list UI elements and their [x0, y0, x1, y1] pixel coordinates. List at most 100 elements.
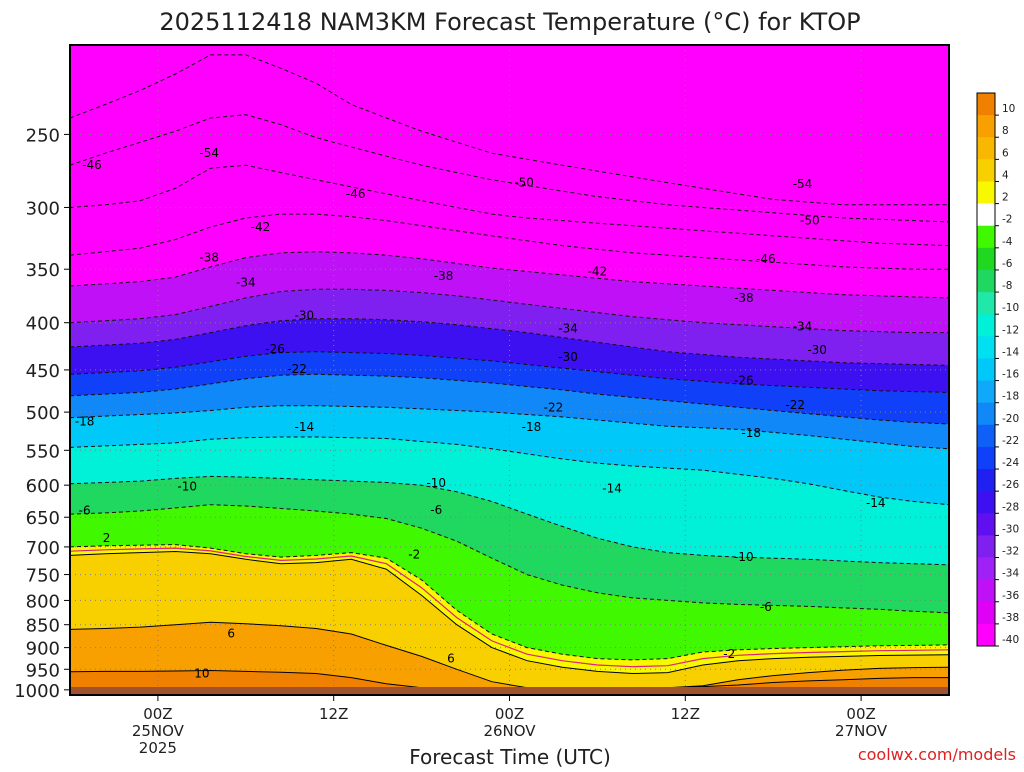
colorbar-swatch — [977, 446, 995, 470]
colorbar-swatch — [977, 557, 995, 581]
band--26-to--22 — [70, 351, 949, 424]
contour-label: -54 — [199, 146, 219, 160]
contour-label: -34 — [558, 322, 578, 336]
band--18-to--14 — [70, 405, 949, 505]
colorbar-swatch — [977, 181, 995, 205]
colorbar-frame — [976, 92, 996, 647]
contour-label: -6 — [760, 600, 772, 614]
contour-label: 6 — [227, 627, 235, 641]
y-tick-label: 500 — [26, 403, 60, 424]
contour-label: -10 — [426, 476, 446, 490]
y-tick-label: 850 — [26, 616, 60, 637]
contour-label: 2 — [103, 531, 111, 545]
colorbar-swatch — [977, 93, 995, 116]
x-tick-label: 26NOV — [483, 722, 536, 740]
colorbar-label: -34 — [1002, 568, 1019, 580]
y-tick-label: 800 — [26, 591, 60, 612]
band--10-to--6 — [70, 476, 949, 613]
contour-label: -22 — [287, 362, 307, 376]
colorbar: 10 8 6 4 2 -2 -4 -6 -8 -10 -12 -14 -16 -18 -20 -22 -24 -2… — [976, 92, 1019, 647]
x-tick-label: 00Z — [143, 705, 172, 723]
contour-label: -50 — [514, 176, 534, 190]
colorbar-label: 8 — [1002, 125, 1009, 137]
band--22-to--18 — [70, 374, 949, 449]
x-tick-label: 2025 — [139, 739, 177, 757]
contour-label: -22 — [544, 400, 564, 414]
contour-label: -18 — [75, 415, 95, 429]
contour-label: -42 — [588, 264, 608, 278]
contour-label: -30 — [295, 309, 315, 323]
colorbar-label: -4 — [1002, 236, 1013, 248]
isotherm--42 — [70, 213, 949, 270]
colorbar-swatch — [977, 292, 995, 315]
colorbar-label: -22 — [1002, 435, 1019, 447]
colorbar-swatch — [977, 579, 995, 603]
colorbar-swatch — [977, 225, 995, 249]
contour-label: -2 — [408, 547, 420, 561]
contour-label: -38 — [734, 291, 754, 305]
colorbar-label: -6 — [1002, 258, 1013, 270]
colorbar-label: -10 — [1002, 302, 1019, 314]
x-tick-label: 12Z — [319, 705, 348, 723]
colorbar-swatch — [977, 623, 995, 647]
y-tick-label: 400 — [26, 314, 60, 335]
y-axis: 2503003504004505005506006507007508008509… — [14, 125, 70, 702]
colorbar-label: 6 — [1002, 147, 1009, 159]
contour-label: -6 — [430, 503, 442, 517]
contour-label: -14 — [295, 420, 315, 434]
isotherm--38 — [70, 251, 949, 299]
y-tick-label: 950 — [26, 660, 60, 681]
contour-label: -6 — [79, 503, 91, 517]
contour-label: 10 — [194, 666, 209, 680]
contour-label: -34 — [236, 276, 256, 290]
band--46-to--42 — [70, 165, 949, 270]
isotherm--30 — [70, 318, 949, 366]
colorbar-label: -40 — [1002, 634, 1019, 646]
isotherm--22 — [70, 373, 949, 425]
contour-label: -18 — [522, 420, 542, 434]
band-6-to-10 — [70, 622, 949, 688]
contour-label: -14 — [602, 481, 622, 495]
colorbar-label: -8 — [1002, 280, 1012, 292]
band--50-to--46 — [70, 114, 949, 246]
colorbar-swatch — [977, 402, 995, 426]
y-tick-label: 450 — [26, 361, 60, 382]
contour-label: -38 — [434, 269, 454, 283]
colorbar-swatch — [977, 159, 995, 182]
colorbar-swatch — [977, 137, 995, 160]
y-tick-label: 250 — [26, 125, 60, 146]
contour-label: -30 — [807, 343, 827, 357]
x-tick-label: 27NOV — [835, 722, 888, 740]
colorbar-label: -18 — [1002, 391, 1019, 403]
y-tick-label: 350 — [26, 260, 60, 281]
y-tick-label: 1000 — [14, 681, 60, 702]
y-tick-label: 750 — [26, 566, 60, 587]
freezing-line — [70, 547, 949, 668]
contour-label: -50 — [800, 214, 820, 228]
isotherm--46 — [70, 164, 949, 247]
contour-label: -46 — [756, 252, 776, 266]
isotherm-lines — [70, 54, 949, 689]
band--38-to--34 — [70, 251, 949, 333]
contour-label: -10 — [734, 550, 754, 564]
contour-label: -30 — [558, 350, 578, 364]
contour-label: -2 — [723, 647, 735, 661]
isotherm--14 — [70, 436, 949, 506]
y-tick-label: 650 — [26, 508, 60, 529]
x-tick-label: 00Z — [495, 705, 524, 723]
contour-label: -22 — [785, 398, 805, 412]
colorbar-swatch — [977, 203, 995, 227]
x-tick-label: 00Z — [846, 705, 875, 723]
chart-title: 2025112418 NAM3KM Forecast Temperature (… — [159, 8, 860, 36]
band--54-to--50 — [70, 54, 949, 222]
colorbar-swatch — [977, 269, 995, 293]
colorbar-label: 4 — [1002, 169, 1009, 181]
contour-label: -14 — [866, 496, 886, 510]
contour-label: -42 — [251, 220, 271, 234]
colorbar-swatch — [977, 115, 995, 138]
contour-label: -26 — [734, 373, 754, 387]
contour-label: -54 — [793, 177, 813, 191]
contour-label: -34 — [793, 320, 813, 334]
